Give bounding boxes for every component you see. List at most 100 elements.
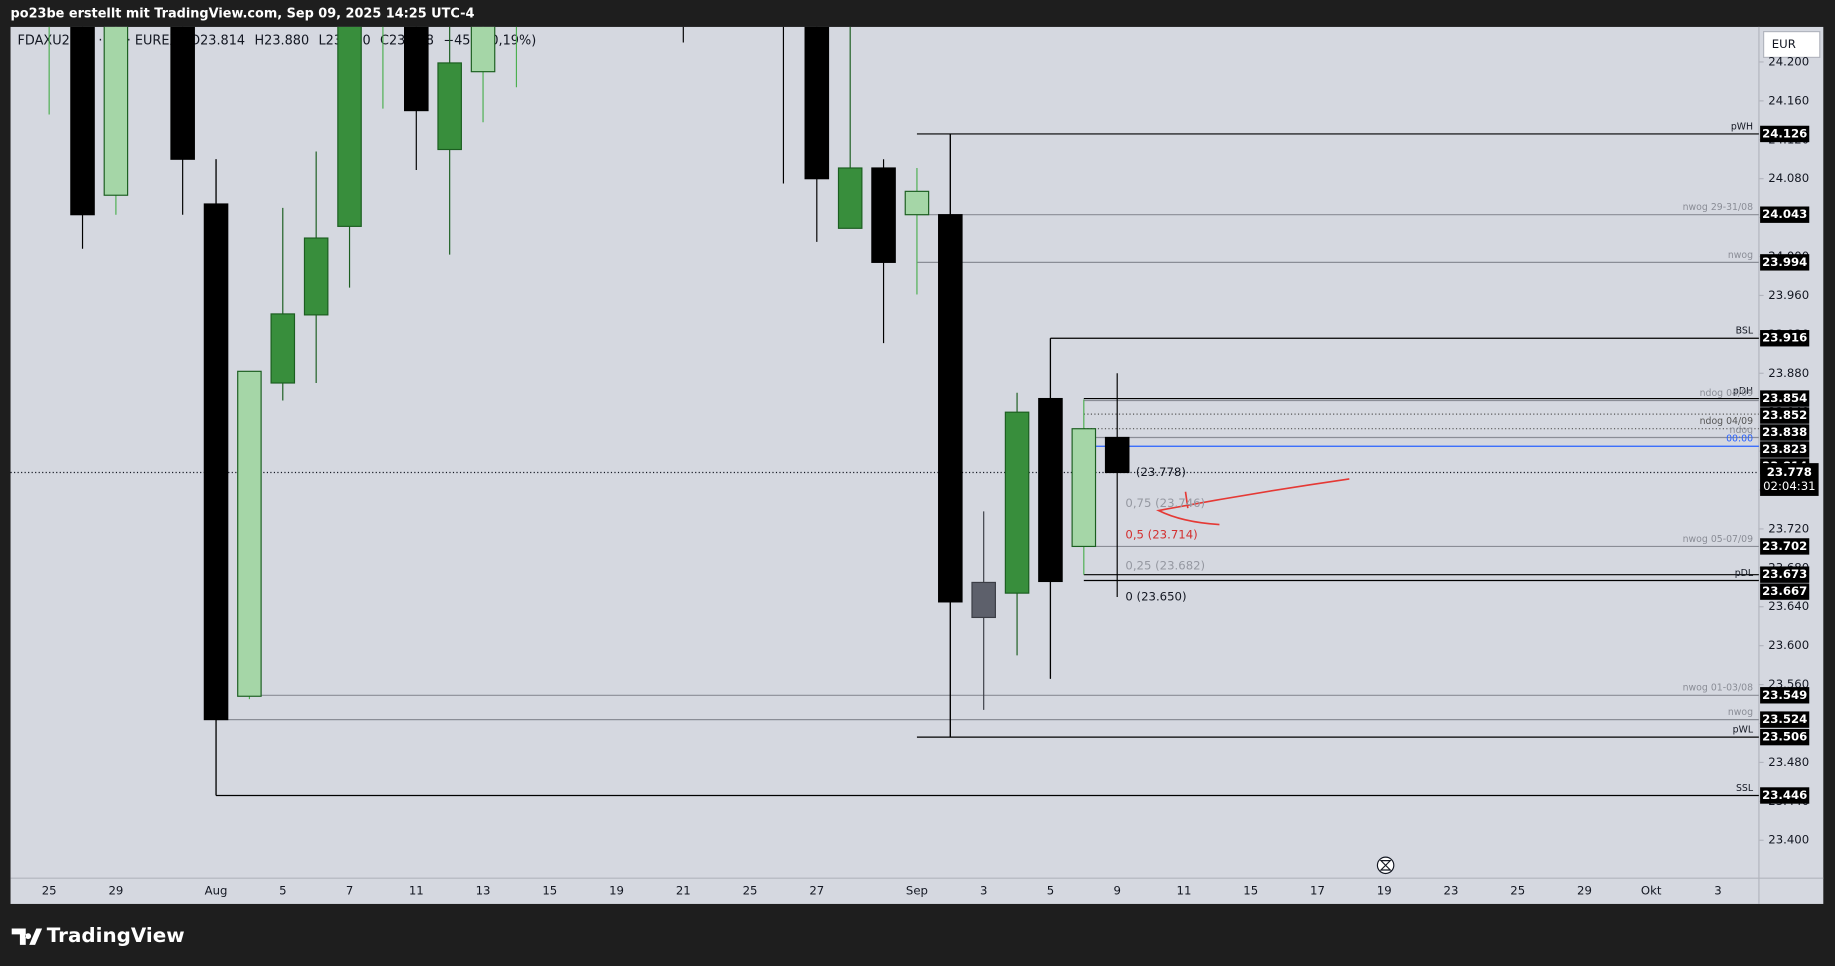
price-box-label: 23.446 (1762, 788, 1807, 802)
level-label: nwog (1728, 250, 1753, 261)
level-label: pWL (1733, 725, 1754, 736)
price-box-label: 24.043 (1762, 207, 1807, 221)
x-tick-label: 11 (1177, 884, 1192, 898)
candle-body (337, 26, 362, 227)
level-label: pDL (1735, 568, 1754, 579)
level-label: nwog 05-07/09 (1683, 534, 1754, 545)
level-label: SSL (1736, 783, 1754, 794)
x-tick-label: 23 (1444, 884, 1459, 898)
candle-body (103, 26, 129, 196)
brand: TradingView (47, 924, 185, 947)
candle-body (1104, 436, 1130, 474)
price-box (1760, 728, 1810, 746)
x-tick-label: 25 (1510, 884, 1525, 898)
price-box (1760, 330, 1810, 347)
y-tick-label: 24.200 (1768, 54, 1809, 68)
x-tick-label: Aug (205, 884, 228, 898)
candle-body (203, 203, 229, 721)
y-tick-label: 23.480 (1768, 755, 1809, 769)
y-tick-label: 23.960 (1768, 288, 1809, 302)
price-box-label: 23.838 (1762, 425, 1807, 439)
candle-body (170, 26, 195, 160)
candle-body (437, 62, 462, 151)
x-tick-label: 27 (809, 884, 824, 898)
candle-body (303, 237, 329, 316)
x-tick-label: 19 (1377, 884, 1392, 898)
price-box-label: 24.126 (1762, 126, 1807, 140)
price-box-label: 23.702 (1762, 539, 1807, 553)
price-box (1760, 538, 1810, 555)
x-tick-label: 5 (279, 884, 286, 898)
price-box (1760, 390, 1810, 407)
price-box-label: 23.506 (1762, 730, 1807, 744)
x-tick-label: 7 (346, 884, 353, 898)
level-label: nwog 29-31/08 (1683, 202, 1754, 213)
candle-body (804, 26, 830, 180)
x-tick-label: 15 (1243, 884, 1258, 898)
candle-body (270, 313, 296, 384)
candle-body (404, 26, 429, 112)
y-tick-label: 23.880 (1768, 366, 1809, 380)
y-tick-label: 24.160 (1768, 93, 1809, 107)
drawing (1156, 478, 1350, 526)
candle-body (70, 26, 95, 216)
level-label: pDH (1733, 386, 1753, 397)
candle-body (1071, 428, 1097, 548)
plot (10, 26, 1759, 797)
candle-body (1038, 397, 1063, 583)
candle-body (971, 581, 996, 619)
price-box (1760, 125, 1810, 143)
x-tick-label: 25 (42, 884, 57, 898)
level-label: ndog 04/09 (1700, 416, 1754, 427)
level-label: pWH (1731, 121, 1753, 132)
y-tick-label: 23.400 (1768, 833, 1809, 847)
x-tick-label: 29 (1577, 884, 1592, 898)
fib-label: (23.778) (1136, 465, 1186, 479)
x-tick-label: 3 (980, 884, 987, 898)
plot-background (10, 26, 1824, 904)
fib-label: 0 (23.650) (1125, 590, 1186, 604)
price-box (1760, 787, 1810, 804)
level-label: ndog 04/09 (1700, 388, 1754, 399)
symbol-legend: FDAXU2025 · 1T · EUREXO23.814H23.880L23.… (18, 33, 537, 48)
price-box (1760, 711, 1810, 728)
fib-label: 0,75 (23.746) (1125, 496, 1205, 510)
candle-body (904, 190, 930, 216)
price-box-label: 23.916 (1762, 331, 1807, 345)
candle-body (871, 167, 896, 263)
price-box-label: 23.994 (1762, 255, 1807, 269)
candle-body (1004, 411, 1030, 594)
y-tick-label: 23.720 (1768, 521, 1809, 535)
price-box-label: 23.673 (1762, 567, 1807, 581)
x-tick-label: Okt (1641, 884, 1662, 898)
price-box (1760, 424, 1810, 441)
price-box (1760, 206, 1810, 223)
y-tick-label: 23.600 (1768, 638, 1809, 652)
price-box-label: 23.667 (1762, 584, 1807, 598)
x-tick-label: 9 (1113, 884, 1120, 898)
level-label: ndog (1730, 425, 1754, 436)
x-tick-label: 29 (108, 884, 123, 898)
price-box-label: 23.549 (1762, 688, 1807, 702)
symbol: FDAXU2025 · 1T · EUREX (18, 33, 179, 48)
ohlc-value: H23.880 (254, 33, 309, 48)
x-tick-label: 25 (743, 884, 758, 898)
x-tick-label: 11 (409, 884, 424, 898)
last-price-box (1760, 463, 1819, 496)
price-box-label: 23.524 (1762, 712, 1807, 726)
logo (11, 928, 43, 945)
price-box-label: 23.852 (1762, 408, 1807, 422)
replay-icon-glyph (1379, 860, 1392, 871)
level-label: nwog 01-03/08 (1683, 683, 1754, 694)
price-box (1760, 254, 1810, 271)
price-box (1760, 441, 1810, 458)
currency-button[interactable] (1763, 31, 1821, 58)
header-text: po23be erstellt mit TradingView.com, Sep… (11, 7, 475, 22)
currency[interactable]: EUR (1772, 37, 1796, 51)
candle-body (237, 370, 262, 697)
x-tick-label: 21 (676, 884, 691, 898)
level-label: 00:00 (1726, 434, 1753, 445)
x-tick-label: 17 (1310, 884, 1325, 898)
